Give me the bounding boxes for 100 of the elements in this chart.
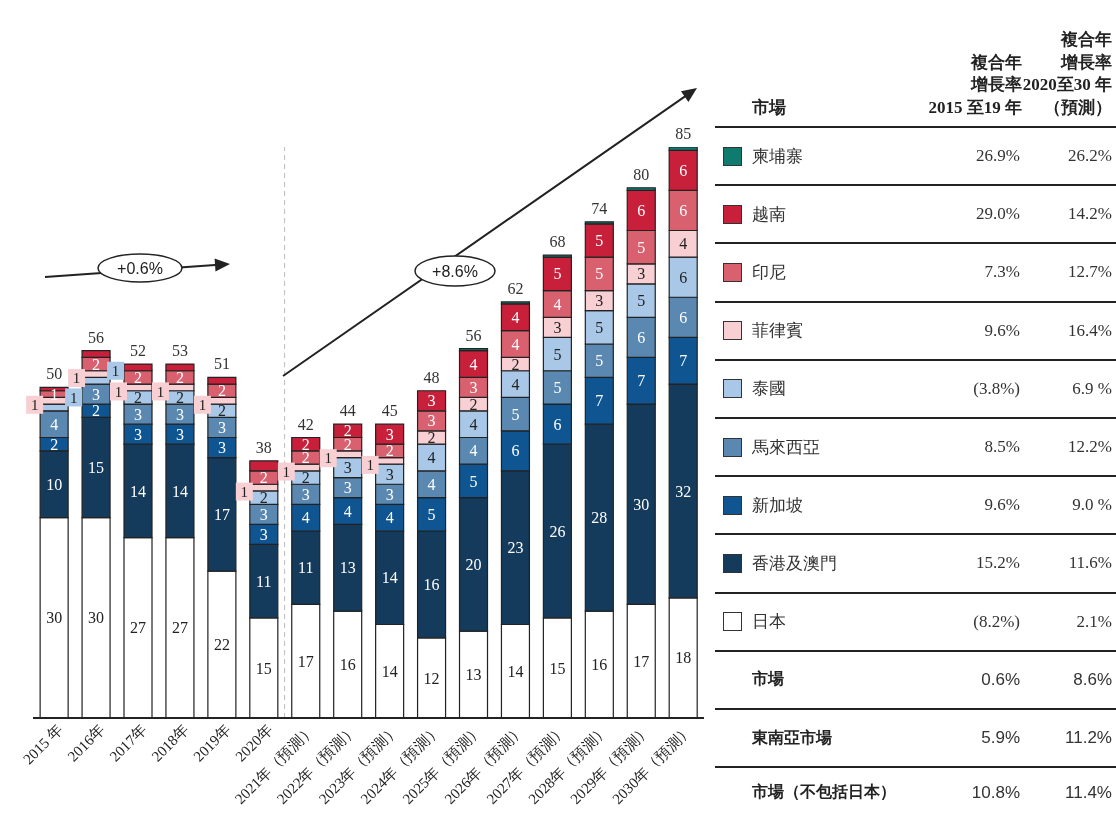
data-label: 5 [595, 352, 604, 370]
category-label: 泰國 [752, 378, 786, 401]
data-label: 7.3% [984, 262, 1020, 283]
text: 複合年增長率2015 至19 年 [928, 51, 1022, 119]
data-label: 14 [381, 569, 398, 587]
data-label: 9.6% [984, 320, 1020, 341]
text: 市場 [752, 96, 786, 119]
total-label: 42 [297, 415, 314, 433]
data-label: 6 [637, 328, 646, 346]
data-label: 5 [427, 505, 436, 523]
data-label: 3 [637, 265, 646, 283]
data-label: 4 [469, 415, 478, 433]
data-label: 8.5% [984, 437, 1020, 458]
data-label: 5.9% [981, 728, 1020, 749]
data-label: (3.8%) [973, 378, 1020, 399]
data-label: 4 [469, 355, 478, 373]
category-label: 日本 [752, 611, 786, 634]
data-label: 11 [256, 572, 272, 590]
data-label: 5 [637, 292, 646, 310]
data-label: 4 [427, 449, 436, 467]
total-label: 53 [171, 342, 188, 360]
category-label: 印尼 [752, 262, 786, 284]
data-label: 1 [156, 383, 165, 400]
data-label: 5 [595, 232, 604, 250]
data-label: 2 [259, 489, 268, 507]
total-label: 45 [381, 402, 398, 420]
data-label: 9.0 % [1072, 495, 1112, 516]
data-label: 2 [175, 369, 184, 386]
total-label: 74 [591, 199, 608, 217]
data-label: 4 [385, 509, 394, 527]
data-label: 3 [134, 425, 142, 443]
total-label: 48 [423, 368, 440, 386]
data-label: 13 [339, 559, 356, 577]
data-label: 2 [511, 355, 520, 373]
data-label: 10 [46, 475, 63, 493]
data-label: 22 [213, 636, 230, 654]
annotation: +0.6% [117, 259, 163, 277]
data-label: 2 [50, 435, 59, 453]
data-label: 2 [92, 402, 101, 420]
data-label: 3 [259, 505, 268, 523]
data-label: 27 [130, 619, 146, 637]
data-label: 2 [469, 395, 478, 413]
data-label: 1 [111, 362, 120, 379]
total-label: 44 [339, 402, 356, 420]
text: 複合年增長率2020至30 年（預測） [1022, 29, 1112, 119]
data-label: (8.2%) [973, 611, 1020, 632]
data-label: 9.6% [984, 495, 1020, 516]
data-label: 3 [343, 479, 352, 497]
data-label: 15 [549, 659, 566, 677]
data-label: 12.7% [1068, 262, 1112, 283]
data-label: 2 [301, 469, 310, 487]
annotation: +8.6% [432, 262, 478, 280]
data-label: 3 [175, 425, 184, 443]
data-label: 16 [591, 656, 608, 674]
data-label: 5 [469, 472, 478, 490]
data-label: 2 [134, 369, 142, 386]
data-label: 14 [171, 482, 188, 500]
data-label: 4 [553, 295, 562, 313]
data-label: 3 [427, 412, 436, 430]
data-label: 2 [175, 389, 184, 407]
category-label: 越南 [752, 203, 786, 226]
category-label: 東南亞市場 [752, 727, 832, 748]
data-label: 2 [217, 382, 226, 400]
data-label: 26 [549, 522, 566, 540]
data-label: 1 [282, 463, 290, 480]
data-label: 17 [213, 505, 230, 523]
data-label: 23 [507, 539, 524, 557]
data-label: 1 [198, 397, 207, 414]
total-label: 68 [549, 233, 566, 251]
data-label: 5 [553, 345, 562, 363]
data-label: 14 [381, 662, 398, 680]
total-label: 56 [88, 328, 105, 346]
data-label: 5 [595, 318, 604, 336]
data-label: 3 [385, 465, 394, 483]
data-label: 2 [385, 442, 394, 460]
data-label: 4 [679, 235, 688, 253]
data-label: 11.2% [1065, 728, 1112, 749]
data-label: 3 [343, 459, 352, 477]
data-label: 11 [298, 559, 314, 577]
data-label: 3 [175, 405, 184, 423]
data-label: 8.6% [1073, 669, 1112, 690]
data-label: 30 [633, 495, 650, 513]
data-label: 5 [553, 379, 562, 397]
total-label: 52 [130, 342, 146, 360]
data-label: 4 [301, 509, 310, 527]
data-label: 14 [130, 482, 146, 500]
data-label: 17 [297, 652, 314, 670]
data-label: 3 [217, 439, 226, 457]
data-label: 4 [50, 415, 59, 433]
data-label: 4 [343, 502, 352, 520]
data-label: 12.2% [1068, 437, 1112, 458]
data-label: 3 [595, 292, 604, 310]
data-label: 7 [637, 372, 646, 390]
data-label: 2 [134, 389, 142, 407]
total-label: 38 [255, 438, 272, 456]
category-label: 柬埔寨 [752, 145, 803, 168]
data-label: 3 [301, 485, 310, 503]
data-label: 3 [259, 525, 268, 543]
data-label: 3 [427, 392, 436, 410]
data-label: 26.9% [976, 146, 1020, 167]
